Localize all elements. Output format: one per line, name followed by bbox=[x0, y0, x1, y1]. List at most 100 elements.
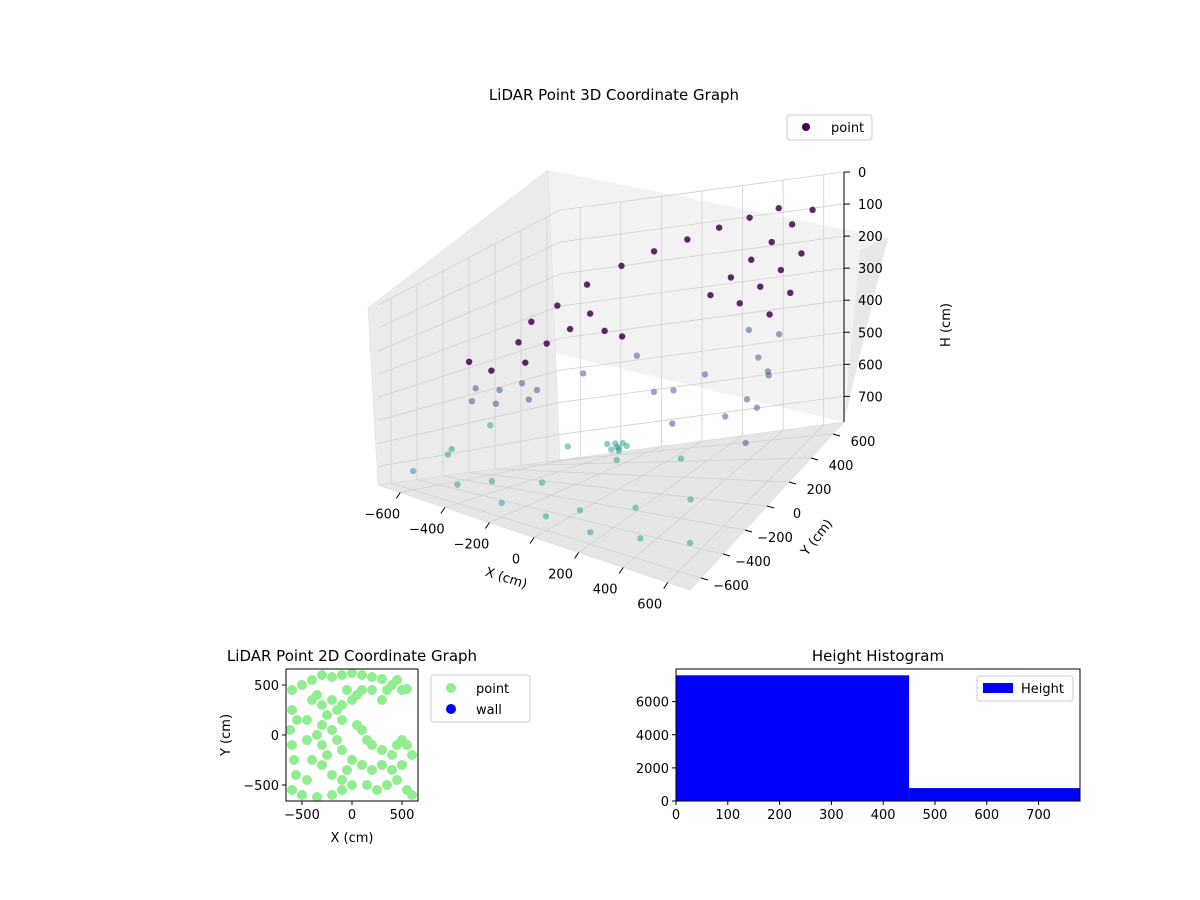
data-point-3d bbox=[707, 291, 714, 299]
y-axis-label-3d: Y (cm) bbox=[798, 517, 836, 560]
data-point-2d bbox=[402, 740, 412, 750]
data-point-3d bbox=[637, 535, 644, 542]
data-point-2d bbox=[407, 790, 417, 800]
x-ticks-histogram: 0 100 200 300 400 500 600 700 bbox=[672, 801, 1051, 823]
data-point-3d bbox=[650, 388, 658, 396]
data-point-2d bbox=[337, 745, 347, 755]
grid-3d bbox=[377, 171, 845, 583]
data-point-2d bbox=[327, 790, 337, 800]
data-point-3d bbox=[518, 380, 526, 387]
y-ticks-2d: 500 0 −500 bbox=[243, 679, 286, 794]
y-tick-label-2d: −500 bbox=[243, 779, 279, 794]
data-point-2d bbox=[397, 760, 407, 770]
legend-2d-point-label: point bbox=[476, 682, 509, 697]
y-tick-label-3d: 400 bbox=[829, 459, 854, 474]
data-point-3d bbox=[755, 354, 762, 361]
y-tick-mark-3d bbox=[766, 505, 775, 509]
y-axis-label-2d: Y (cm) bbox=[219, 714, 234, 757]
data-point-3d bbox=[687, 496, 694, 503]
z-tick-label-3d: 300 bbox=[858, 262, 883, 277]
x-ticks-2d: −500 0 500 bbox=[284, 801, 414, 823]
y-tick-label-3d: 0 bbox=[793, 507, 801, 522]
data-point-3d bbox=[650, 248, 658, 255]
data-point-3d bbox=[608, 446, 615, 453]
chart-3d: LiDAR Point 3D Coordinate Graph −600 −400… bbox=[364, 86, 954, 613]
data-point-3d bbox=[742, 439, 749, 447]
data-point-2d bbox=[317, 760, 327, 770]
data-point-3d bbox=[488, 478, 496, 485]
data-point-3d bbox=[601, 327, 608, 335]
pane-right bbox=[844, 238, 888, 422]
data-point-3d bbox=[677, 455, 685, 462]
data-point-3d bbox=[496, 386, 503, 394]
data-point-3d bbox=[543, 340, 550, 347]
data-point-2d bbox=[382, 685, 392, 695]
data-point-3d bbox=[566, 325, 574, 333]
x-tick-label-histogram: 0 bbox=[672, 808, 680, 823]
data-point-2d bbox=[289, 755, 299, 765]
x-tick-mark-3d bbox=[529, 537, 535, 544]
y-tick-label-2d: 0 bbox=[271, 729, 279, 744]
data-point-3d bbox=[766, 311, 773, 318]
data-point-3d bbox=[788, 221, 796, 228]
data-point-3d bbox=[538, 479, 546, 486]
x-tick-label-histogram: 500 bbox=[923, 808, 948, 823]
y-tick-label-2d: 500 bbox=[254, 679, 279, 694]
data-point-2d bbox=[291, 770, 301, 780]
legend-2d: point wall bbox=[430, 674, 531, 723]
data-point-2d bbox=[337, 775, 347, 785]
y-tick-mark-3d bbox=[744, 529, 753, 533]
data-point-3d bbox=[787, 289, 794, 297]
y-ticks-histogram: 0 2000 4000 6000 bbox=[636, 696, 676, 810]
data-point-3d bbox=[765, 372, 772, 379]
data-point-2d bbox=[337, 715, 347, 725]
data-point-2d bbox=[392, 775, 402, 785]
data-point-2d bbox=[307, 695, 317, 705]
grid-line bbox=[377, 331, 845, 421]
data-point-3d bbox=[748, 256, 755, 263]
x-tick-label-histogram: 300 bbox=[819, 808, 844, 823]
data-point-3d bbox=[618, 333, 626, 340]
data-point-3d bbox=[488, 367, 495, 374]
data-point-3d bbox=[632, 504, 639, 511]
data-point-3d bbox=[619, 439, 626, 447]
data-point-3d bbox=[743, 396, 751, 403]
chart-3d-title: LiDAR Point 3D Coordinate Graph bbox=[489, 86, 739, 104]
x-tick-mark-3d bbox=[485, 522, 490, 529]
data-point-3d bbox=[448, 445, 455, 453]
data-point-2d bbox=[347, 755, 357, 765]
data-point-3d bbox=[515, 339, 522, 346]
data-point-2d bbox=[302, 715, 312, 725]
data-point-3d bbox=[753, 404, 761, 411]
x-tick-label-3d: −400 bbox=[409, 523, 445, 538]
x-tick-mark-3d bbox=[663, 582, 669, 589]
data-point-3d bbox=[604, 440, 611, 448]
y-tick-label-3d: −600 bbox=[713, 579, 749, 594]
data-point-2d bbox=[297, 680, 307, 690]
chart-2d: LiDAR Point 2D Coordinate Graph −500 0 500… bbox=[219, 647, 531, 846]
grid-line bbox=[390, 482, 702, 579]
data-point-2d bbox=[357, 760, 367, 770]
data-point-3d bbox=[684, 236, 691, 243]
data-point-2d bbox=[342, 685, 352, 695]
x-tick-label-3d: 400 bbox=[593, 583, 618, 598]
y-tick-label-3d: −200 bbox=[757, 531, 793, 546]
data-point-2d bbox=[302, 775, 312, 785]
data-point-3d bbox=[777, 266, 785, 274]
grid-line bbox=[494, 468, 790, 483]
data-point-2d bbox=[382, 780, 392, 790]
data-point-3d bbox=[564, 443, 571, 450]
data-point-2d bbox=[377, 674, 387, 684]
x-tick-mark-3d bbox=[618, 567, 624, 574]
data-point-2d bbox=[327, 770, 337, 780]
y-tick-mark-3d bbox=[832, 433, 841, 437]
x-axis-label-2d: X (cm) bbox=[331, 831, 374, 846]
x-tick-label-histogram: 100 bbox=[715, 808, 740, 823]
z-ticks-3d: 0 100 200 300 400 500 600 700 bbox=[843, 166, 883, 422]
data-point-3d bbox=[745, 326, 753, 334]
data-point-3d bbox=[618, 262, 625, 270]
y-tick-label-3d: 200 bbox=[807, 483, 832, 498]
legend-2d-wall-label: wall bbox=[476, 703, 502, 718]
x-tick-mark-3d bbox=[574, 552, 579, 559]
